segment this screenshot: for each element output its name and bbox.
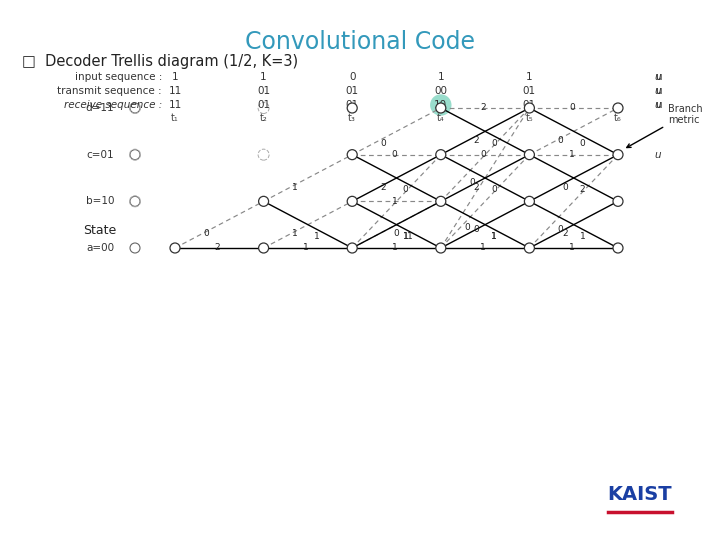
Text: 0: 0 [469, 178, 474, 187]
Text: u: u [654, 100, 661, 110]
Text: 1: 1 [171, 72, 179, 82]
Circle shape [436, 197, 446, 206]
Text: 0: 0 [569, 104, 575, 112]
Circle shape [436, 103, 446, 113]
Text: 0: 0 [473, 225, 479, 234]
Text: u: u [654, 86, 661, 96]
Circle shape [613, 243, 623, 253]
Text: 2: 2 [215, 244, 220, 253]
Text: 0: 0 [480, 150, 486, 159]
Circle shape [347, 197, 357, 206]
Text: 10: 10 [434, 100, 447, 110]
Text: Branch
metric: Branch metric [627, 104, 703, 147]
Text: 1: 1 [569, 150, 575, 159]
Text: 01: 01 [346, 86, 359, 96]
Text: 01: 01 [523, 100, 536, 110]
Text: 1: 1 [402, 232, 408, 241]
Text: transmit sequence :: transmit sequence : [58, 86, 162, 96]
Circle shape [524, 103, 534, 113]
Text: KAIST: KAIST [608, 485, 672, 504]
Text: 1: 1 [569, 244, 575, 253]
Text: 1: 1 [303, 244, 309, 253]
Text: u: u [654, 100, 661, 110]
Text: 1: 1 [491, 232, 497, 241]
Text: 2: 2 [380, 183, 386, 192]
Text: 0: 0 [380, 138, 386, 147]
Text: 2: 2 [480, 104, 486, 112]
Text: 0: 0 [562, 183, 567, 192]
Circle shape [436, 243, 446, 253]
Text: 00: 00 [434, 86, 447, 96]
Text: a=00: a=00 [86, 243, 114, 253]
Text: 1: 1 [292, 183, 297, 192]
Text: 11: 11 [168, 86, 181, 96]
Text: Convolutional Code: Convolutional Code [245, 30, 475, 54]
Text: 0: 0 [557, 225, 563, 234]
Text: 01: 01 [523, 86, 536, 96]
Text: 01: 01 [346, 100, 359, 110]
Text: 1: 1 [526, 72, 533, 82]
Text: 2: 2 [474, 183, 479, 192]
Text: 11: 11 [168, 100, 181, 110]
Circle shape [347, 150, 357, 160]
Text: State: State [84, 224, 117, 237]
Text: u: u [654, 86, 661, 96]
Text: □  Decoder Trellis diagram (1/2, K=3): □ Decoder Trellis diagram (1/2, K=3) [22, 54, 298, 69]
Circle shape [524, 243, 534, 253]
Text: 2: 2 [474, 136, 479, 145]
Text: t₆: t₆ [614, 113, 622, 123]
Circle shape [524, 197, 534, 206]
Text: t₅: t₅ [526, 113, 534, 123]
Text: 0: 0 [392, 150, 397, 159]
Text: t₁: t₁ [171, 113, 179, 123]
Text: t₂: t₂ [260, 113, 267, 123]
Text: u: u [654, 72, 661, 82]
Text: 01: 01 [257, 86, 270, 96]
Circle shape [347, 103, 357, 113]
Circle shape [258, 243, 269, 253]
Text: b=10: b=10 [86, 197, 114, 206]
Text: 0: 0 [394, 230, 400, 239]
Text: 0: 0 [491, 185, 497, 194]
Text: input sequence :: input sequence : [75, 72, 162, 82]
Text: 0: 0 [491, 138, 497, 147]
Text: 1: 1 [261, 72, 267, 82]
Text: 0: 0 [203, 230, 209, 239]
Text: receive sequence :: receive sequence : [64, 100, 162, 110]
Circle shape [613, 197, 623, 206]
Circle shape [431, 95, 451, 115]
Text: 0: 0 [402, 185, 408, 194]
Text: 1: 1 [402, 232, 408, 241]
Text: c=01: c=01 [86, 150, 114, 160]
Text: 0: 0 [349, 72, 356, 82]
Text: 2: 2 [580, 185, 585, 194]
Text: 01: 01 [257, 100, 270, 110]
Text: 1: 1 [407, 232, 413, 241]
Text: 0: 0 [557, 136, 563, 145]
Text: 1: 1 [491, 232, 497, 241]
Text: t₄: t₄ [437, 113, 445, 123]
Circle shape [613, 150, 623, 160]
Text: d=11: d=11 [86, 103, 114, 113]
Text: 1: 1 [314, 232, 320, 241]
Circle shape [258, 197, 269, 206]
Text: 1: 1 [292, 230, 297, 239]
Circle shape [436, 150, 446, 160]
Circle shape [170, 243, 180, 253]
Text: u: u [654, 150, 661, 160]
Circle shape [613, 103, 623, 113]
Text: 0: 0 [580, 138, 585, 147]
Circle shape [524, 150, 534, 160]
Text: 1: 1 [392, 244, 397, 253]
Text: 1: 1 [580, 232, 585, 241]
Text: t₃: t₃ [348, 113, 356, 123]
Text: 0: 0 [464, 222, 470, 232]
Circle shape [347, 243, 357, 253]
Text: 1: 1 [480, 244, 486, 253]
Text: 2: 2 [562, 230, 567, 239]
Text: 1: 1 [392, 197, 397, 206]
Text: u: u [654, 72, 661, 82]
Text: 1: 1 [438, 72, 444, 82]
